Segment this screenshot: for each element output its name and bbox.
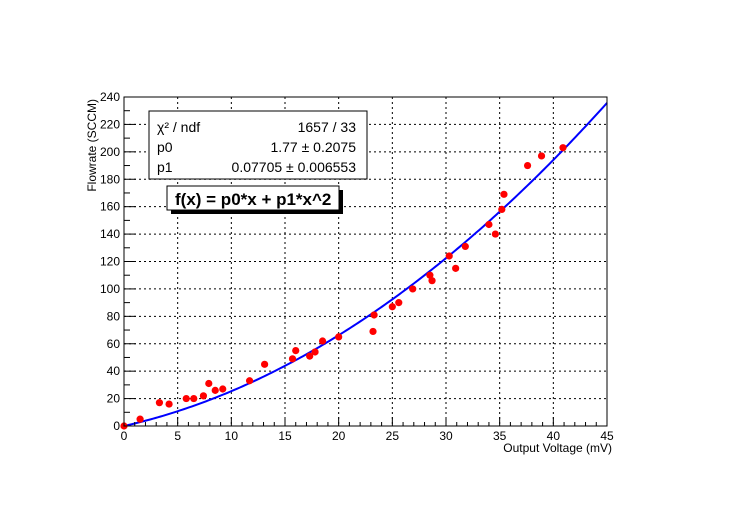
data-point	[500, 190, 508, 198]
y-tick-label: 180	[100, 172, 120, 186]
y-tick-label: 240	[100, 90, 120, 104]
y-tick-label: 60	[107, 337, 121, 351]
formula-box-frame	[166, 185, 340, 211]
formula-box: f(x) = p0*x + p1*x^2	[166, 185, 343, 214]
formula-label: f(x) = p0*x + p1*x^2	[175, 190, 331, 209]
data-point	[428, 277, 436, 285]
data-point	[445, 252, 453, 260]
data-point	[292, 347, 300, 355]
data-point	[136, 415, 144, 423]
y-tick-label: 120	[100, 255, 120, 269]
data-point	[409, 285, 417, 293]
stats-p1-label: p1	[157, 159, 173, 175]
stats-p1-value: 0.07705 ± 0.006553	[232, 159, 357, 175]
data-point	[245, 377, 254, 385]
data-point	[219, 385, 227, 393]
data-point	[165, 400, 173, 408]
data-point	[537, 152, 546, 160]
data-point	[288, 355, 297, 363]
x-tick-label: 35	[493, 429, 507, 443]
stats-p0-value: 1.77 ± 0.2075	[270, 139, 356, 155]
data-point	[199, 392, 208, 400]
y-tick-label: 140	[100, 227, 120, 241]
data-point	[485, 220, 493, 229]
data-point	[395, 299, 403, 307]
y-tick-label: 160	[100, 200, 120, 214]
data-point	[523, 161, 532, 170]
x-tick-label: 20	[332, 429, 346, 443]
y-tick-label: 100	[100, 282, 120, 296]
y-axis-title: Flowrate (SCCM)	[85, 99, 99, 192]
y-tick-label: 40	[107, 364, 121, 378]
data-point	[318, 337, 327, 345]
y-tick-label: 200	[100, 145, 120, 159]
x-tick-label: 45	[600, 429, 614, 443]
x-axis-title: Output Voltage (mV)	[503, 441, 612, 455]
fit-layer	[123, 102, 608, 427]
stats-chi2-label: χ² / ndf	[157, 119, 200, 135]
y-tick-label: 220	[100, 117, 120, 131]
data-point	[370, 311, 378, 319]
data-point	[426, 271, 434, 279]
data-point	[306, 352, 314, 360]
stats-p0-label: p0	[157, 139, 173, 155]
data-point	[190, 394, 198, 403]
x-tick-label: 25	[386, 429, 400, 443]
data-point	[311, 348, 319, 356]
data-point	[498, 205, 506, 214]
data-point	[452, 264, 460, 272]
y-tick-label: 80	[107, 309, 121, 323]
data-point	[491, 230, 499, 238]
x-tick-label: 5	[174, 429, 181, 443]
data-point	[369, 327, 377, 336]
stats-box: χ² / ndf 1657 / 33 p0 1.77 ± 0.2075 p1 0…	[148, 110, 368, 180]
x-tick-label: 30	[439, 429, 453, 443]
data-point	[335, 333, 343, 341]
x-tick-label: 40	[547, 429, 561, 443]
x-tick-label: 15	[278, 429, 292, 443]
axis-ticks: 0 5 10 15 20 25 30 35 40 45 0 20 40 60 80 100 120 140 160 1…	[100, 90, 614, 443]
data-point	[559, 144, 567, 152]
fit-curve	[123, 102, 608, 427]
data-point	[182, 394, 190, 403]
x-tick-label: 0	[121, 429, 128, 443]
x-tick-label: 10	[225, 429, 239, 443]
data-point	[261, 360, 269, 368]
data-point	[211, 386, 219, 394]
y-tick-label: 20	[107, 392, 121, 406]
data-point	[205, 379, 213, 388]
stats-box-frame	[148, 110, 368, 180]
y-tick-label: 0	[113, 419, 120, 433]
stats-chi2-value: 1657 / 33	[298, 119, 357, 135]
data-points	[120, 144, 567, 430]
data-point	[461, 242, 469, 251]
data-point	[155, 399, 164, 407]
data-point	[388, 303, 396, 311]
